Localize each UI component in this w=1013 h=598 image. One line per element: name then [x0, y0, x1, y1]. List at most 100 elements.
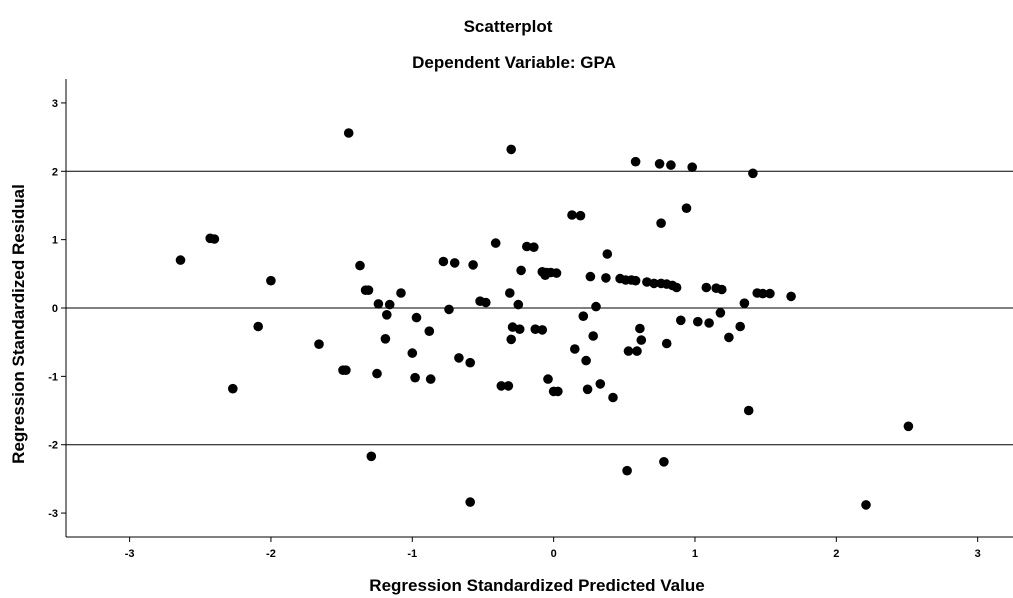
data-point	[384, 299, 395, 310]
x-axis-label: Regression Standardized Predicted Value	[369, 576, 704, 595]
data-point	[595, 379, 606, 389]
data-point	[454, 353, 464, 363]
data-point	[513, 299, 524, 310]
data-point	[372, 368, 382, 379]
data-point	[449, 258, 460, 268]
x-tick-label: 3	[975, 548, 981, 560]
data-point	[341, 365, 351, 376]
data-point	[635, 323, 645, 334]
data-point	[575, 210, 586, 221]
data-point	[724, 332, 734, 343]
x-tick-label: 1	[692, 548, 698, 560]
data-point	[424, 326, 435, 337]
data-point	[765, 288, 775, 299]
data-point	[343, 128, 354, 138]
data-point	[654, 159, 665, 169]
data-point	[748, 168, 758, 179]
data-point	[588, 331, 598, 341]
data-point	[578, 311, 589, 322]
data-point	[642, 277, 652, 287]
data-point	[735, 321, 745, 332]
x-axis-ticks: -3 -2 -1 0 1 2 3	[125, 537, 981, 560]
data-point	[608, 392, 618, 403]
y-tick-label: -1	[48, 371, 58, 383]
y-tick-label: -3	[48, 508, 58, 520]
chart-title: Scatterplot	[464, 17, 553, 36]
data-point	[506, 144, 516, 155]
data-point	[503, 381, 514, 391]
data-point	[355, 260, 365, 271]
data-point	[687, 162, 697, 172]
data-point	[623, 346, 634, 356]
data-point	[543, 374, 553, 384]
data-point	[602, 249, 613, 259]
data-point	[630, 275, 641, 286]
data-point	[582, 384, 593, 395]
data-point	[632, 346, 642, 356]
x-tick-label: -2	[266, 548, 276, 560]
y-axis-ticks: -3 -2 -1 0 1 2 3	[48, 98, 66, 520]
data-point	[366, 451, 377, 462]
y-axis-label: Regression Standardized Residual	[9, 184, 28, 464]
data-point	[661, 338, 672, 349]
data-point	[175, 255, 186, 265]
data-point	[701, 282, 712, 293]
data-point	[704, 318, 714, 328]
data-point	[567, 210, 577, 220]
data-point	[551, 268, 562, 278]
x-tick-label: 0	[551, 548, 557, 560]
data-point	[537, 325, 548, 335]
data-point	[529, 242, 539, 252]
data-point	[636, 335, 647, 345]
data-point	[786, 291, 796, 302]
data-point	[382, 310, 392, 320]
data-point	[758, 288, 768, 299]
y-tick-label: -2	[48, 440, 58, 452]
y-tick-label: 3	[52, 98, 58, 110]
data-point	[380, 334, 391, 344]
data-point	[656, 218, 666, 228]
data-point	[530, 324, 541, 335]
data-point	[438, 256, 449, 267]
data-point	[743, 405, 754, 416]
data-point	[465, 357, 476, 368]
data-point	[671, 282, 682, 293]
data-point	[676, 315, 686, 326]
y-tick-label: 0	[52, 303, 58, 315]
data-point	[468, 260, 478, 270]
data-point	[465, 497, 476, 507]
x-tick-label: -1	[407, 548, 417, 560]
y-tick-label: 1	[52, 235, 58, 247]
data-point	[649, 278, 659, 289]
data-point	[522, 241, 532, 252]
data-point	[411, 312, 422, 323]
x-tick-label: 2	[833, 548, 839, 560]
data-point	[363, 285, 374, 296]
data-point	[717, 284, 727, 295]
data-point	[506, 334, 516, 345]
data-point	[253, 321, 263, 332]
data-point	[585, 271, 596, 282]
data-points	[175, 128, 914, 510]
data-point	[481, 297, 491, 308]
data-point	[591, 301, 601, 312]
data-point	[396, 288, 406, 298]
data-point	[581, 355, 591, 366]
data-point	[514, 324, 525, 335]
reference-lines	[66, 170, 1013, 446]
data-point	[570, 344, 580, 354]
y-tick-label: 2	[52, 166, 58, 178]
chart-subtitle: Dependent Variable: GPA	[412, 53, 616, 72]
data-point	[681, 203, 692, 213]
data-point	[903, 421, 914, 432]
data-point	[622, 465, 632, 476]
data-point	[861, 500, 871, 510]
data-point	[666, 160, 676, 170]
data-point	[209, 234, 220, 244]
data-point	[490, 238, 501, 248]
x-tick-label: -3	[125, 548, 135, 560]
data-point	[444, 304, 454, 315]
data-point	[553, 386, 563, 397]
data-point	[314, 339, 324, 350]
